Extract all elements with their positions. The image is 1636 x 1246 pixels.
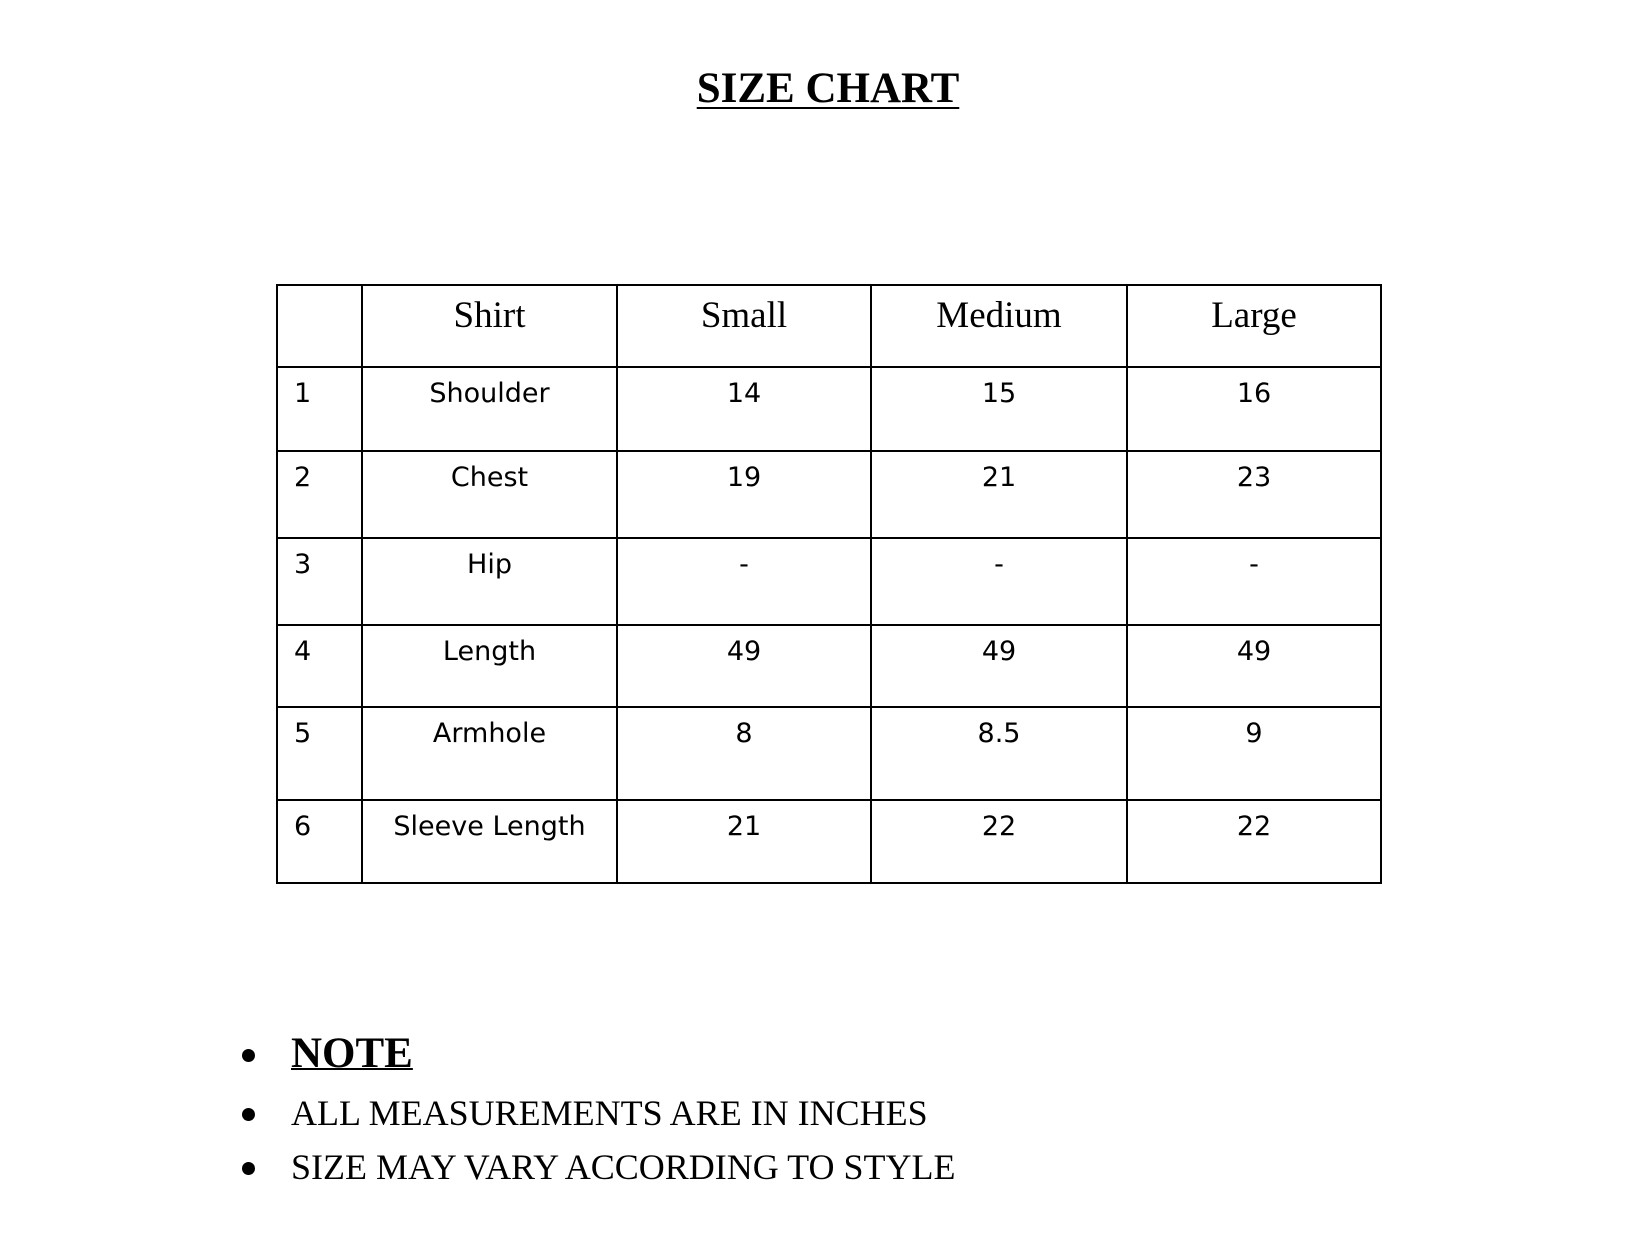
measurement-name-cell: Armhole — [361, 706, 618, 801]
size-value-cell: 23 — [1126, 450, 1382, 539]
row-number-cell: 1 — [276, 366, 363, 452]
table-row: 4 Length 49 49 49 — [276, 624, 1382, 708]
table-row: 1 Shoulder 14 15 16 — [276, 366, 1382, 452]
size-value-cell: 14 — [616, 366, 872, 452]
size-value-cell: 21 — [616, 799, 872, 884]
row-number-cell: 5 — [276, 706, 363, 801]
row-number-cell: 6 — [276, 799, 363, 884]
header-cell: Large — [1126, 284, 1382, 368]
header-cell — [276, 284, 363, 368]
size-value-cell: - — [870, 537, 1128, 626]
row-number-cell: 3 — [276, 537, 363, 626]
note-item: SIZE MAY VARY ACCORDING TO STYLE — [238, 1140, 955, 1194]
table-row: 2 Chest 19 21 23 — [276, 450, 1382, 539]
header-cell: Medium — [870, 284, 1128, 368]
size-value-cell: 22 — [1126, 799, 1382, 884]
size-value-cell: 49 — [1126, 624, 1382, 708]
notes-list: NOTE ALL MEASUREMENTS ARE IN INCHES SIZE… — [238, 1022, 955, 1194]
size-value-cell: 21 — [870, 450, 1128, 539]
table-row: 6 Sleeve Length 21 22 22 — [276, 799, 1382, 884]
size-value-cell: 49 — [616, 624, 872, 708]
size-value-cell: 16 — [1126, 366, 1382, 452]
size-value-cell: 49 — [870, 624, 1128, 708]
header-cell: Shirt — [361, 284, 618, 368]
size-chart-table: Shirt Small Medium Large 1 Shoulder 14 15 16… — [276, 284, 1382, 884]
measurement-name-cell: Hip — [361, 537, 618, 626]
table-header-row: Shirt Small Medium Large — [276, 284, 1382, 368]
header-cell: Small — [616, 284, 872, 368]
measurement-name-cell: Sleeve Length — [361, 799, 618, 884]
table-row: 5 Armhole 8 8.5 9 — [276, 706, 1382, 801]
size-value-cell: 15 — [870, 366, 1128, 452]
size-value-cell: 22 — [870, 799, 1128, 884]
measurement-name-cell: Shoulder — [361, 366, 618, 452]
size-value-cell: - — [1126, 537, 1382, 626]
note-item: ALL MEASUREMENTS ARE IN INCHES — [238, 1086, 955, 1140]
size-value-cell: - — [616, 537, 872, 626]
row-number-cell: 2 — [276, 450, 363, 539]
page-title: SIZE CHART — [696, 65, 960, 112]
size-value-cell: 19 — [616, 450, 872, 539]
size-value-cell: 8.5 — [870, 706, 1128, 801]
size-value-cell: 8 — [616, 706, 872, 801]
measurement-name-cell: Chest — [361, 450, 618, 539]
measurement-name-cell: Length — [361, 624, 618, 708]
size-value-cell: 9 — [1126, 706, 1382, 801]
table-row: 3 Hip - - - — [276, 537, 1382, 626]
note-heading: NOTE — [238, 1022, 955, 1086]
row-number-cell: 4 — [276, 624, 363, 708]
